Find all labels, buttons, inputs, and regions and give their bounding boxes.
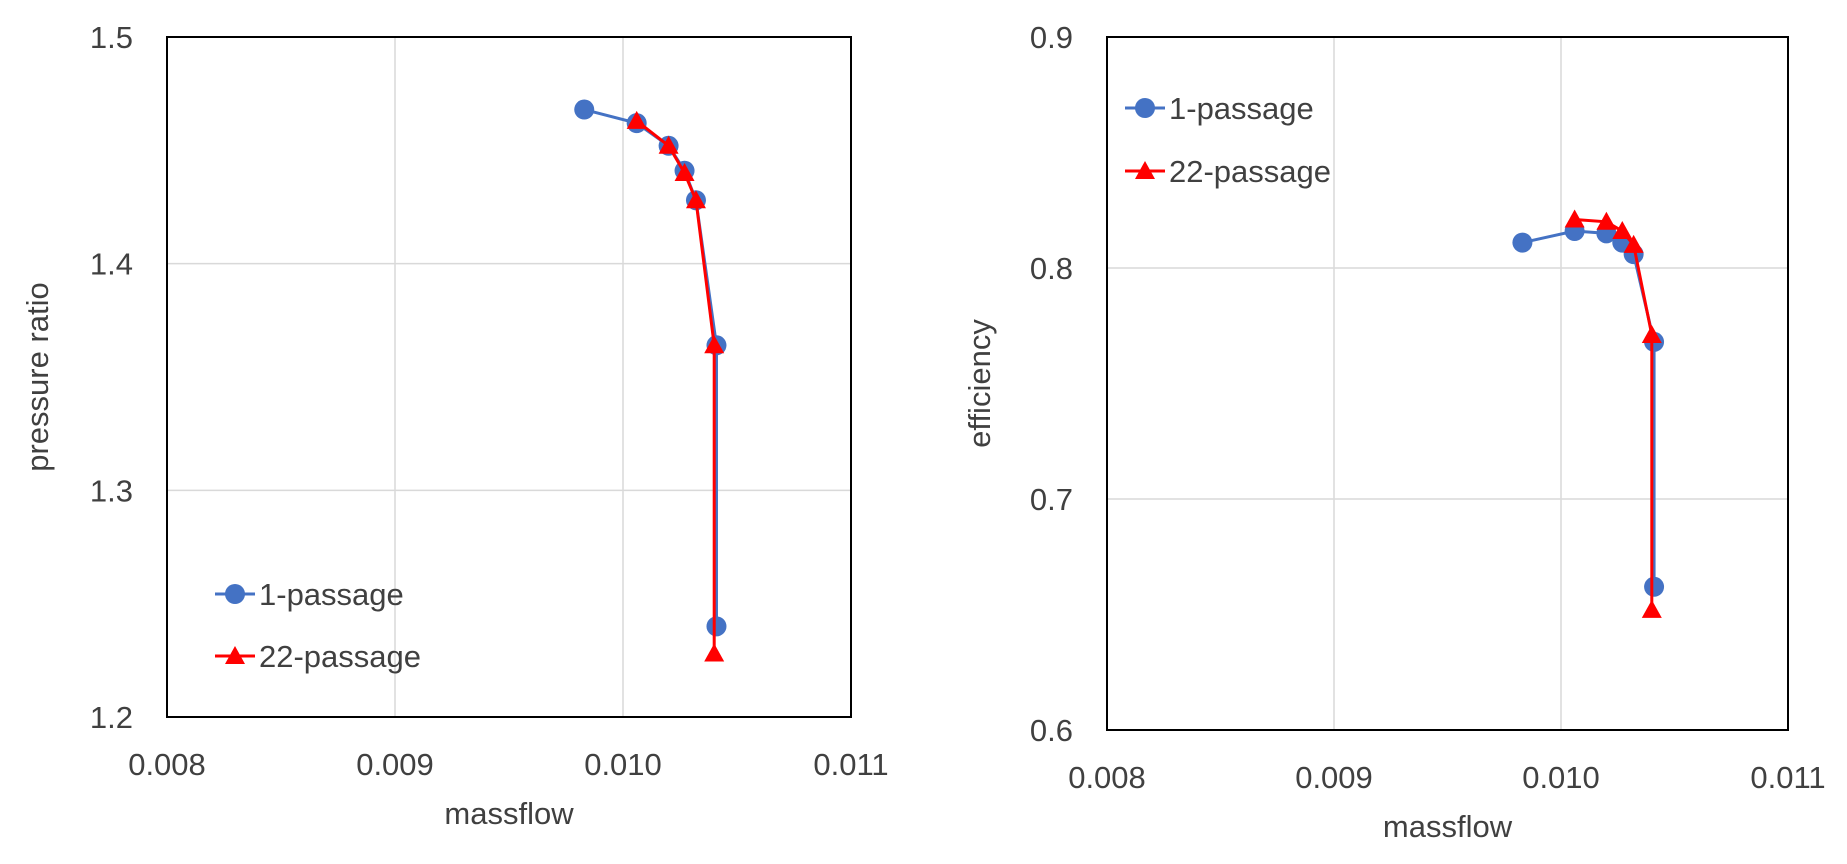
x-tick-label: 0.009: [1295, 760, 1373, 795]
data-point: [674, 163, 695, 181]
y-tick-label: 1.5: [90, 20, 133, 55]
data-point: [704, 643, 725, 662]
data-point: [658, 135, 679, 154]
data-point: [1641, 324, 1662, 343]
data-point: [685, 190, 706, 209]
data-point: [1512, 232, 1533, 253]
legend-marker: [1135, 161, 1155, 179]
plot-frame: [166, 36, 852, 718]
legend-label: 22-passage: [1169, 154, 1331, 189]
data-point: [1612, 221, 1633, 240]
data-point: [706, 616, 727, 637]
legend-marker: [225, 584, 245, 604]
x-tick-label: 0.009: [356, 747, 434, 782]
data-point: [626, 110, 647, 129]
legend-label: 22-passage: [259, 639, 421, 674]
series-22-passage: 22-passage: [215, 110, 725, 674]
y-tick-label: 0.6: [1030, 713, 1073, 748]
data-point: [1644, 576, 1665, 597]
data-point: [1564, 209, 1585, 228]
legend-marker: [1135, 98, 1155, 118]
series-line: [635, 119, 716, 654]
y-tick-label: 0.9: [1030, 20, 1073, 55]
x-tick-label: 0.011: [1750, 760, 1825, 795]
data-point: [704, 335, 725, 354]
x-tick-label: 0.008: [128, 747, 206, 782]
series-line: [1574, 217, 1654, 610]
data-point: [1623, 234, 1644, 253]
x-tick-label: 0.011: [813, 747, 888, 782]
y-axis-title: pressure ratio: [20, 282, 55, 472]
y-tick-label: 1.2: [90, 700, 133, 735]
legend-marker: [225, 646, 245, 664]
y-axis-title: efficiency: [962, 319, 997, 448]
plot-frame: [1106, 36, 1789, 731]
data-point: [1596, 211, 1617, 230]
series-1-passage: 1-passage: [215, 99, 727, 637]
x-tick-label: 0.010: [1522, 760, 1600, 795]
x-tick-label: 0.008: [1068, 760, 1146, 795]
data-point: [574, 99, 595, 120]
series-line: [583, 108, 718, 627]
y-tick-label: 0.7: [1030, 482, 1073, 517]
data-point: [1641, 599, 1662, 618]
chart-1: 0.008 0.009 0.010 0.011 1.2 1.3 1.4 1.5 massflow…: [20, 20, 889, 831]
x-tick-label: 0.010: [584, 747, 662, 782]
series-22-passage: 22-passage: [1125, 154, 1662, 618]
y-tick-label: 1.3: [90, 473, 133, 508]
legend-label: 1-passage: [1169, 91, 1314, 126]
x-axis-title: massflow: [444, 796, 574, 831]
series-line: [1522, 229, 1656, 587]
y-tick-label: 0.8: [1030, 251, 1073, 286]
x-axis-title: massflow: [1383, 809, 1513, 844]
legend-label: 1-passage: [259, 577, 404, 612]
chart-2: 0.008 0.009 0.010 0.011 0.6 0.7 0.8 0.9 massflow…: [962, 20, 1826, 844]
y-tick-label: 1.4: [90, 247, 133, 282]
